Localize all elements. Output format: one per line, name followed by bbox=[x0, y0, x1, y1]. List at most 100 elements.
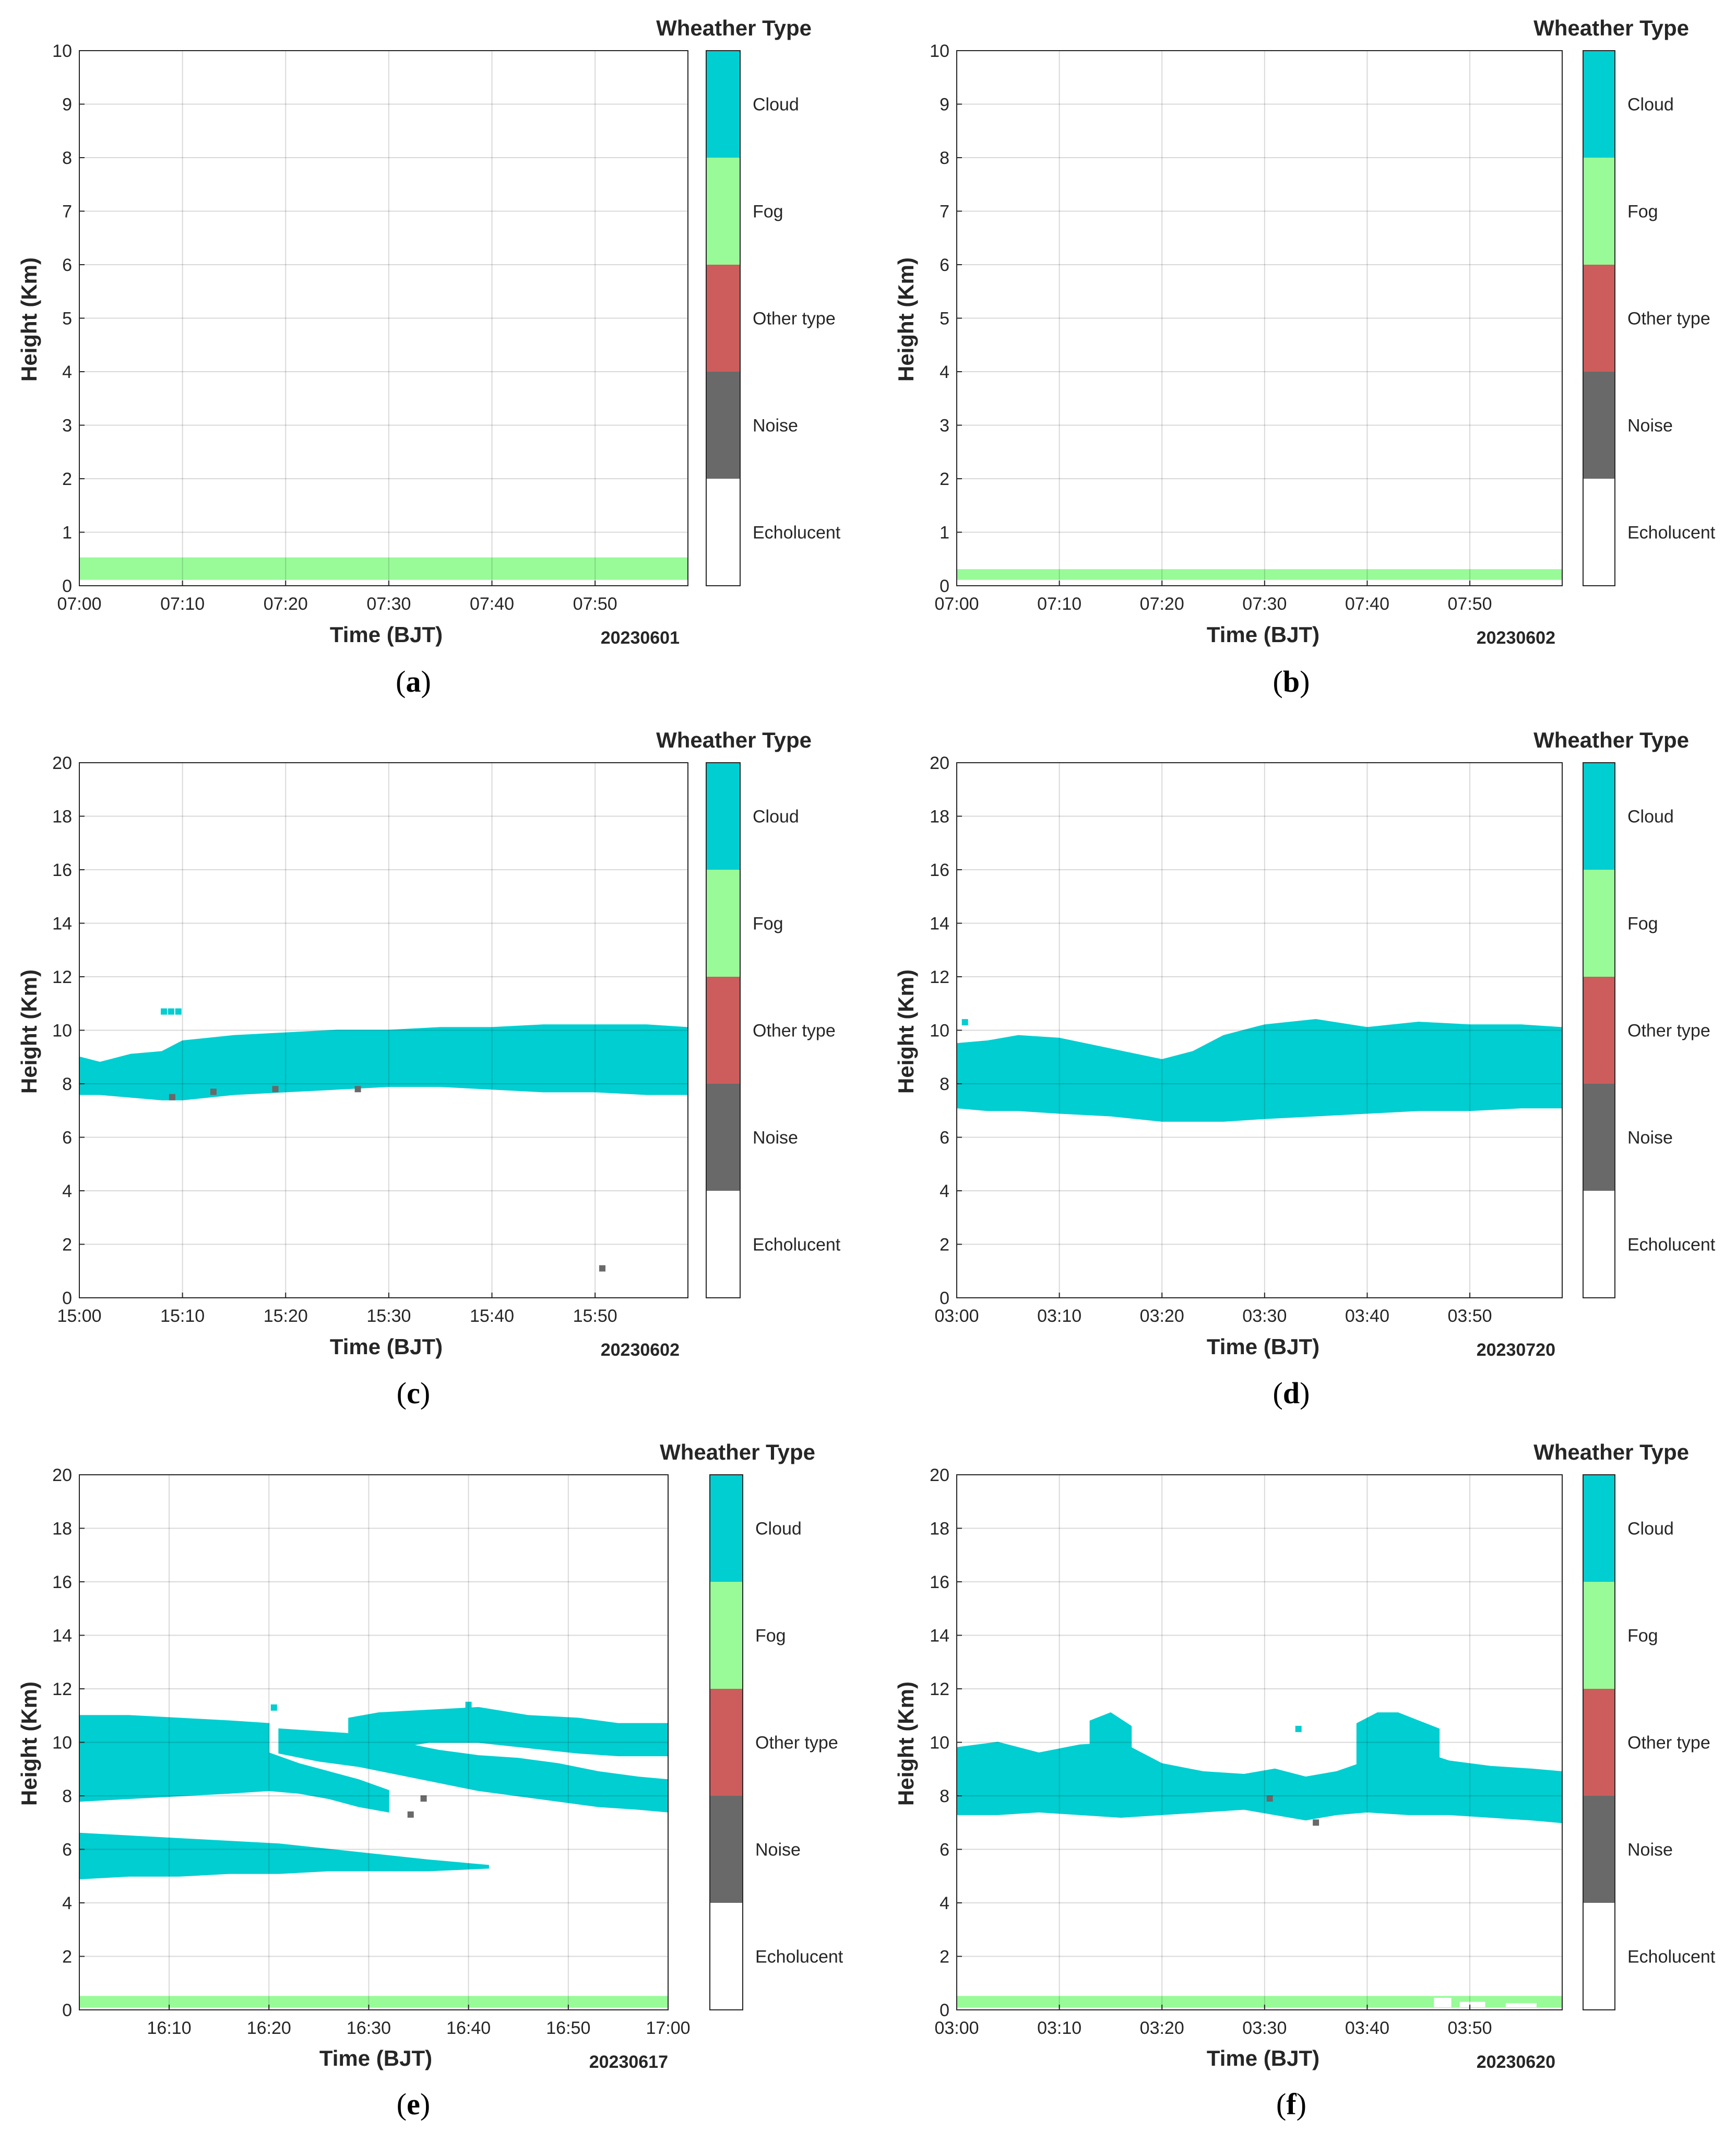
colorbar-swatch-other-type bbox=[710, 1689, 743, 1796]
x-axis-label: Time (BJT) bbox=[1207, 2046, 1319, 2070]
x-tick-label: 15:00 bbox=[57, 1306, 101, 1326]
y-tick-label: 4 bbox=[940, 1893, 949, 1913]
x-tick-label: 15:40 bbox=[470, 1306, 514, 1326]
y-axis-label: Height (Km) bbox=[17, 969, 41, 1094]
x-axis-label: Time (BJT) bbox=[1207, 1334, 1319, 1359]
y-tick-label: 3 bbox=[62, 416, 72, 436]
x-tick-label: 03:40 bbox=[1345, 1306, 1389, 1326]
cloud-speck-3 bbox=[270, 1704, 277, 1711]
y-tick-label: 6 bbox=[940, 255, 949, 275]
colorbar-swatch-echolucent bbox=[706, 1191, 740, 1298]
y-tick-label: 0 bbox=[62, 576, 72, 596]
colorbar-label: Cloud bbox=[755, 1519, 802, 1539]
x-tick-label: 17:00 bbox=[646, 2018, 690, 2038]
colorbar-swatch-echolucent bbox=[1583, 1903, 1615, 2010]
x-axis-label: Time (BJT) bbox=[330, 1334, 443, 1359]
tick-labels: 0 2 4 6 8 10 12 14 16 18 20 03:00 03:10 03:20 03:30 03:… bbox=[930, 753, 1492, 1326]
y-tick-label: 8 bbox=[62, 148, 72, 168]
colorbar-label: Noise bbox=[753, 1128, 798, 1148]
panel-e: 0 2 4 6 8 10 12 14 16 18 20 16:10 16:20 16:30 16:40 16:… bbox=[17, 1440, 843, 2121]
colorbar-swatch-fog bbox=[706, 158, 740, 265]
x-tick-label: 03:00 bbox=[934, 2018, 979, 2038]
x-tick-label: 03:40 bbox=[1345, 2018, 1389, 2038]
colorbar-swatch-cloud bbox=[1583, 763, 1615, 870]
x-tick-label: 07:00 bbox=[934, 594, 979, 614]
cloud-speck-0 bbox=[961, 1019, 968, 1026]
y-tick-label: 10 bbox=[930, 1733, 949, 1753]
plot-area bbox=[957, 51, 1562, 586]
panel-c: 0 2 4 6 8 10 12 14 16 18 20 15:00 15:10 15:20 15:30 15:… bbox=[17, 728, 841, 1410]
x-tick-label: 15:50 bbox=[573, 1306, 617, 1326]
colorbar-label: Echolucent bbox=[1627, 1235, 1716, 1255]
colorbar-label: Echolucent bbox=[753, 523, 841, 543]
colorbar-swatch-noise bbox=[1583, 1084, 1615, 1191]
colorbar-swatch-fog bbox=[710, 1582, 743, 1689]
panel-label: (d) bbox=[1273, 1376, 1310, 1410]
colorbar: Cloud Fog Other type Noise Echolucent Wheathe… bbox=[1533, 16, 1716, 586]
colorbar-label: Other type bbox=[1627, 1733, 1710, 1753]
y-axis-label: Height (Km) bbox=[894, 257, 918, 382]
y-tick-label: 8 bbox=[940, 1786, 949, 1806]
y-tick-label: 10 bbox=[930, 41, 949, 61]
y-tick-label: 2 bbox=[62, 1947, 72, 1967]
colorbar-swatch-cloud bbox=[1583, 1475, 1615, 1582]
colorbar-title: Wheather Type bbox=[1533, 1440, 1689, 1464]
panel-f: 0 2 4 6 8 10 12 14 16 18 20 03:00 03:10 03:20 03:30 03:… bbox=[894, 1440, 1716, 2121]
y-tick-label: 12 bbox=[52, 967, 72, 987]
y-tick-label: 20 bbox=[52, 1465, 72, 1485]
echolucent-gap-2 bbox=[1505, 2003, 1537, 2007]
tick-labels: 0 2 4 6 8 10 12 14 16 18 20 16:10 16:20 16:30 16:40 16:… bbox=[52, 1465, 690, 2038]
x-tick-label: 03:50 bbox=[1448, 2018, 1492, 2038]
date-label: 20230720 bbox=[1477, 1340, 1555, 1360]
y-tick-label: 14 bbox=[52, 914, 72, 934]
colorbar-swatch-echolucent bbox=[706, 479, 740, 586]
echolucent-gap-1 bbox=[1459, 2002, 1485, 2007]
colorbar-swatch-fog bbox=[1583, 870, 1615, 977]
y-tick-label: 6 bbox=[62, 255, 72, 275]
colorbar-swatch-noise bbox=[706, 1084, 740, 1191]
panel-a: 0 1 2 3 4 5 6 7 8 9 10 07:00 07:10 07:20 07:30 07:40 07:… bbox=[17, 16, 841, 698]
y-tick-label: 0 bbox=[940, 576, 949, 596]
y-tick-label: 6 bbox=[62, 1840, 72, 1860]
y-axis-label: Height (Km) bbox=[17, 1682, 41, 1806]
x-axis-label: Time (BJT) bbox=[319, 2046, 432, 2070]
colorbar-swatch-other-type bbox=[706, 977, 740, 1084]
colorbar-label: Fog bbox=[1627, 202, 1658, 222]
y-tick-label: 2 bbox=[940, 469, 949, 489]
colorbar-frame bbox=[709, 1474, 743, 2010]
y-tick-label: 9 bbox=[62, 95, 72, 115]
colorbar-swatch-noise bbox=[706, 372, 740, 479]
colorbar-title: Wheather Type bbox=[660, 1440, 815, 1464]
colorbar-label: Fog bbox=[753, 202, 783, 222]
data-layer bbox=[79, 557, 688, 580]
y-tick-label: 10 bbox=[52, 1733, 72, 1753]
colorbar-swatch-echolucent bbox=[1583, 479, 1615, 586]
x-tick-label: 07:50 bbox=[1448, 594, 1492, 614]
x-tick-label: 07:00 bbox=[57, 594, 101, 614]
panel-label: (c) bbox=[397, 1376, 430, 1410]
colorbar: Cloud Fog Other type Noise Echolucent Wheathe… bbox=[1533, 728, 1716, 1298]
cloud-region-2 bbox=[1089, 1712, 1132, 1762]
y-tick-label: 8 bbox=[940, 1074, 949, 1094]
y-tick-label: 20 bbox=[930, 1465, 949, 1485]
x-tick-label: 03:50 bbox=[1448, 1306, 1492, 1326]
colorbar-label: Fog bbox=[1627, 914, 1658, 934]
colorbar-frame bbox=[706, 50, 741, 586]
x-tick-label: 07:20 bbox=[264, 594, 308, 614]
y-tick-label: 18 bbox=[52, 807, 72, 827]
y-tick-label: 6 bbox=[940, 1128, 949, 1148]
colorbar-label: Echolucent bbox=[753, 1235, 841, 1255]
colorbar-frame bbox=[1583, 1474, 1615, 2010]
x-axis-label: Time (BJT) bbox=[1207, 622, 1319, 647]
noise-speck-3 bbox=[599, 1265, 605, 1272]
colorbar-label: Cloud bbox=[1627, 95, 1674, 115]
colorbar-swatch-noise bbox=[1583, 372, 1615, 479]
y-tick-label: 8 bbox=[940, 148, 949, 168]
colorbar-title: Wheather Type bbox=[1533, 16, 1689, 40]
x-tick-label: 03:20 bbox=[1140, 1306, 1184, 1326]
colorbar-label: Fog bbox=[753, 914, 783, 934]
date-label: 20230602 bbox=[601, 1340, 680, 1360]
cloud-region-3 bbox=[268, 1752, 389, 1813]
y-tick-label: 0 bbox=[62, 1288, 72, 1308]
y-tick-label: 2 bbox=[62, 1235, 72, 1255]
